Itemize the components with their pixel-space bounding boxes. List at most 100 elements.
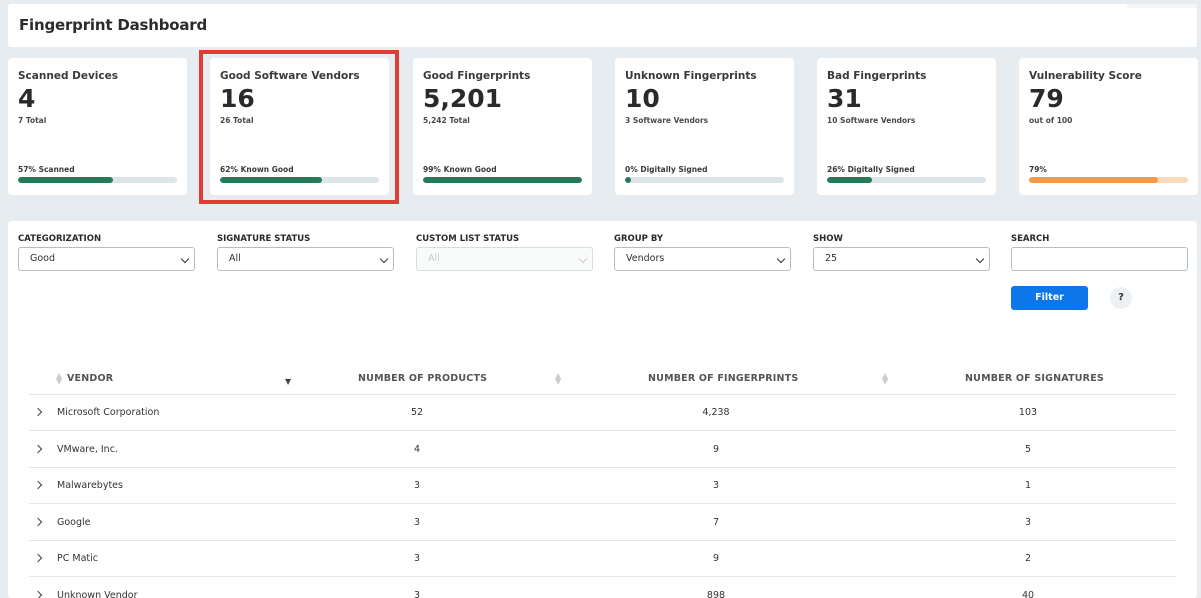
vendor-cell: Microsoft Corporation [57, 407, 160, 418]
card-value: 10 [625, 84, 660, 113]
highlight-box [199, 50, 399, 204]
card-subtext: 26 Total [220, 116, 254, 125]
chevron-down-icon [379, 254, 389, 264]
progress-bar [827, 177, 986, 183]
card-bad-fingerprints[interactable]: Bad Fingerprints 31 10 Software Vendors … [817, 58, 996, 195]
progress-fill [423, 177, 582, 183]
card-subtext: 5,242 Total [423, 116, 470, 125]
card-unknown-fingerprints[interactable]: Unknown Fingerprints 10 3 Software Vendo… [615, 58, 794, 195]
vendor-cell: VMware, Inc. [57, 444, 118, 455]
card-bar-label: 26% Digitally Signed [827, 165, 915, 174]
header-corner [1127, 4, 1197, 8]
progress-bar [625, 177, 784, 183]
card-good-fingerprints[interactable]: Good Fingerprints 5,201 5,242 Total 99% … [413, 58, 592, 195]
show-value: 25 [825, 253, 838, 264]
signature-status-label: SIGNATURE STATUS [217, 234, 311, 244]
page-header: Fingerprint Dashboard [8, 4, 1197, 47]
custom-list-status-label: CUSTOM LIST STATUS [416, 234, 520, 244]
sort-descending-icon[interactable]: ▼ [285, 377, 292, 386]
progress-fill [18, 177, 114, 183]
help-icon[interactable]: ? [1110, 287, 1132, 309]
products-cell: 3 [413, 553, 421, 564]
column-header-fingerprints[interactable]: NUMBER OF FINGERPRINTS [648, 373, 799, 384]
column-header-vendor[interactable]: VENDOR [67, 373, 114, 384]
signatures-cell: 5 [1024, 444, 1032, 455]
card-bar-label: 99% Known Good [423, 165, 497, 174]
products-cell: 3 [413, 517, 421, 528]
chevron-right-icon[interactable] [33, 480, 43, 490]
table-row[interactable]: Microsoft Corporation 52 4,238 103 [29, 395, 1176, 431]
card-label: Good Software Vendors [220, 70, 360, 82]
table-row[interactable]: Malwarebytes 3 3 1 [29, 468, 1176, 504]
signatures-cell: 103 [1018, 407, 1038, 418]
card-scanned-devices[interactable]: Scanned Devices 4 7 Total 57% Scanned [8, 58, 187, 195]
table-row[interactable]: Unknown Vendor 3 898 40 [29, 578, 1176, 598]
card-label: Bad Fingerprints [827, 70, 927, 82]
card-value: 16 [220, 84, 255, 113]
card-bar-label: 57% Scanned [18, 165, 75, 174]
vendor-cell: Malwarebytes [57, 480, 123, 491]
custom-list-status-value: All [428, 253, 440, 264]
card-value: 79 [1029, 84, 1064, 113]
custom-list-status-select: All [416, 247, 593, 271]
search-input[interactable] [1011, 247, 1188, 271]
fingerprints-cell: 4,238 [702, 407, 730, 418]
fingerprints-cell: 898 [706, 590, 726, 598]
fingerprints-cell: 9 [712, 444, 720, 455]
chevron-right-icon[interactable] [33, 407, 43, 417]
fingerprints-cell: 9 [712, 553, 720, 564]
show-label: SHOW [813, 234, 843, 244]
sort-icon[interactable]: ▲ ▼ [882, 371, 889, 386]
progress-bar [18, 177, 177, 183]
sort-icon[interactable]: ▲ ▼ [56, 371, 63, 386]
products-cell: 3 [413, 480, 421, 491]
vendor-cell: Google [57, 517, 91, 528]
vendor-cell: Unknown Vendor [57, 590, 138, 598]
card-label: Unknown Fingerprints [625, 70, 757, 82]
products-cell: 4 [413, 444, 421, 455]
table-row[interactable]: VMware, Inc. 4 9 5 [29, 432, 1176, 468]
group-by-value: Vendors [626, 253, 665, 264]
chevron-right-icon[interactable] [33, 517, 43, 527]
products-cell: 52 [410, 407, 424, 418]
group-by-label: GROUP BY [614, 234, 664, 244]
card-label: Good Fingerprints [423, 70, 531, 82]
card-good-software-vendors[interactable]: Good Software Vendors 16 26 Total 62% Kn… [210, 58, 389, 195]
card-subtext: 10 Software Vendors [827, 116, 916, 125]
results-panel: CATEGORIZATION Good SIGNATURE STATUS All… [8, 221, 1197, 598]
fingerprints-cell: 7 [712, 517, 720, 528]
signature-status-value: All [229, 253, 241, 264]
signatures-cell: 3 [1024, 517, 1032, 528]
signatures-cell: 2 [1024, 553, 1032, 564]
progress-bar [1029, 177, 1188, 183]
signature-status-select[interactable]: All [217, 247, 394, 271]
card-subtext: 3 Software Vendors [625, 116, 709, 125]
progress-bar [220, 177, 379, 183]
card-bar-label: 62% Known Good [220, 165, 294, 174]
card-bar-label: 79% [1029, 165, 1047, 174]
categorization-select[interactable]: Good [18, 247, 195, 271]
card-subtext: 7 Total [18, 116, 47, 125]
progress-fill [220, 177, 322, 183]
table-row[interactable]: PC Matic 3 9 2 [29, 541, 1176, 577]
card-bar-label: 0% Digitally Signed [625, 165, 708, 174]
chevron-right-icon[interactable] [33, 590, 43, 598]
fingerprints-cell: 3 [712, 480, 720, 491]
column-header-signatures[interactable]: NUMBER OF SIGNATURES [965, 373, 1104, 384]
chevron-down-icon [975, 254, 985, 264]
categorization-label: CATEGORIZATION [18, 234, 102, 244]
card-vulnerability-score[interactable]: Vulnerability Score 79 out of 100 79% [1019, 58, 1198, 195]
chevron-down-icon [180, 254, 190, 264]
table-row[interactable]: Google 3 7 3 [29, 505, 1176, 541]
column-header-products[interactable]: NUMBER OF PRODUCTS [358, 373, 488, 384]
signatures-cell: 1 [1024, 480, 1032, 491]
card-subtext: out of 100 [1029, 116, 1073, 125]
progress-bar [423, 177, 582, 183]
chevron-right-icon[interactable] [33, 553, 43, 563]
filter-button[interactable]: Filter [1011, 286, 1088, 310]
show-select[interactable]: 25 [813, 247, 990, 271]
group-by-select[interactable]: Vendors [614, 247, 791, 271]
chevron-right-icon[interactable] [33, 444, 43, 454]
card-value: 4 [18, 84, 36, 113]
sort-icon[interactable]: ▲ ▼ [555, 371, 562, 386]
